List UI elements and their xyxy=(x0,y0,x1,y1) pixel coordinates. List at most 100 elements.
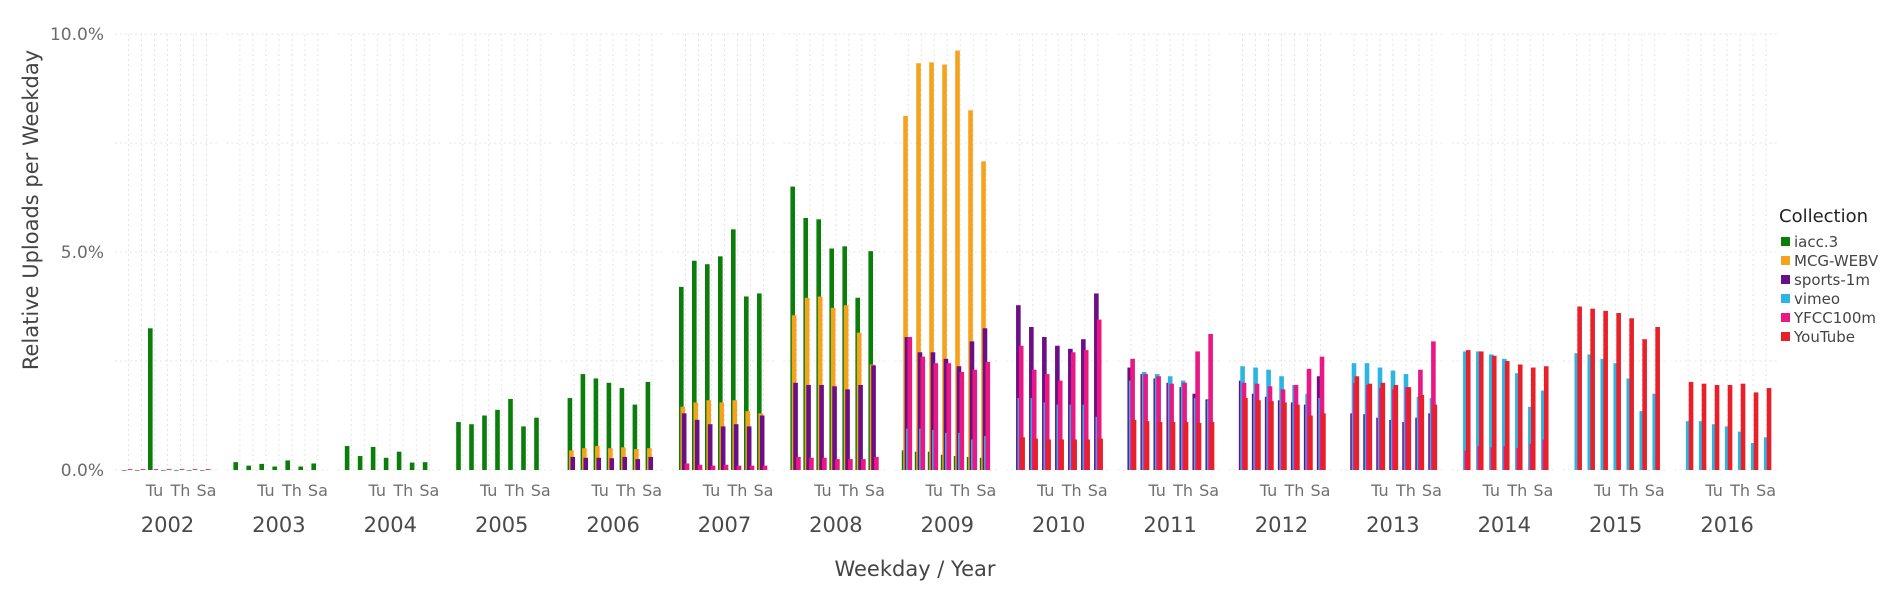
weekday-tick-label: Th xyxy=(170,481,191,500)
bar-iacc-3 xyxy=(495,409,500,470)
weekday-tick-label: Sa xyxy=(1422,481,1442,500)
bar-youtube xyxy=(1367,383,1373,470)
weekday-tick-label: Th xyxy=(1172,481,1193,500)
weekday-tick-label: Sa xyxy=(1645,481,1665,500)
bar-iacc-3 xyxy=(148,328,153,470)
legend-swatch xyxy=(1781,237,1790,246)
weekday-tick-label: Sa xyxy=(1311,481,1331,500)
bar-youtube xyxy=(1714,384,1720,470)
bar-youtube xyxy=(1059,439,1064,470)
bar-yfcc100m xyxy=(920,356,926,470)
weekday-tick-label: Tu xyxy=(1036,481,1054,500)
bar-iacc-3 xyxy=(757,293,762,470)
legend-label: vimeo xyxy=(1794,290,1840,308)
bar-iacc-3 xyxy=(161,470,166,471)
bar-youtube xyxy=(1577,306,1582,470)
bar-iacc-3 xyxy=(174,470,179,471)
bar-youtube xyxy=(1020,437,1025,470)
weekday-tick-label: Th xyxy=(727,481,748,500)
bar-yfcc100m xyxy=(946,363,952,470)
bar-sports-1m xyxy=(793,382,798,470)
bar-youtube xyxy=(1688,381,1694,470)
year-label: 2007 xyxy=(698,513,751,537)
weekday-tick-label: Sa xyxy=(754,481,774,500)
year-label: 2016 xyxy=(1700,513,1753,537)
weekday-tick-label: Sa xyxy=(976,481,996,500)
y-axis-title: Relative Uploads per Weekday xyxy=(19,50,43,370)
legend-swatch xyxy=(1781,294,1790,303)
bar-youtube xyxy=(1478,351,1484,470)
bar-mcg-webv xyxy=(916,63,921,470)
legend-swatch xyxy=(1781,332,1790,341)
bar-youtube xyxy=(1740,383,1746,470)
bar-sports-1m xyxy=(707,424,713,470)
bar-youtube xyxy=(1701,383,1707,470)
bar-vimeo xyxy=(1724,426,1730,470)
weekday-tick-label: Sa xyxy=(197,481,217,500)
bar-sports-1m xyxy=(759,415,765,470)
bar-iacc-3 xyxy=(619,388,625,470)
year-label: 2005 xyxy=(475,513,528,537)
bar-iacc-3 xyxy=(246,465,252,470)
bar-vimeo xyxy=(1463,351,1468,470)
bar-youtube xyxy=(1144,421,1150,470)
bar-iacc-3 xyxy=(200,470,205,471)
bar-sports-1m xyxy=(570,456,576,470)
bar-vimeo xyxy=(1528,406,1533,470)
bar-yfcc100m xyxy=(874,456,879,470)
bar-iacc-3 xyxy=(731,229,736,470)
weekday-tick-label: Tu xyxy=(368,481,386,500)
bar-yfcc100m xyxy=(166,469,172,470)
bar-iacc-3 xyxy=(868,251,874,470)
bar-mcg-webv xyxy=(942,64,947,471)
bar-sports-1m xyxy=(943,358,949,470)
bar-sports-1m xyxy=(746,426,752,470)
bar-iacc-3 xyxy=(508,398,513,470)
bar-youtube xyxy=(1256,400,1261,470)
weekday-tick-label: Tu xyxy=(1593,481,1611,500)
bar-yfcc100m xyxy=(736,465,742,470)
bar-iacc-3 xyxy=(679,286,684,470)
weekday-tick-label: Th xyxy=(838,481,859,500)
year-label: 2011 xyxy=(1143,513,1196,537)
bar-iacc-3 xyxy=(272,466,278,470)
legend-label: iacc.3 xyxy=(1794,233,1838,251)
weekday-tick-label: Sa xyxy=(865,481,885,500)
year-label: 2003 xyxy=(252,513,305,537)
bar-sports-1m xyxy=(1016,305,1021,470)
bar-yfcc100m xyxy=(907,337,913,470)
weekday-tick-label: Tu xyxy=(1370,481,1388,500)
bar-iacc-3 xyxy=(122,470,127,471)
bar-youtube xyxy=(1655,326,1660,470)
bar-youtube xyxy=(1603,310,1608,470)
bar-mcg-webv xyxy=(903,115,908,470)
bar-iacc-3 xyxy=(692,260,697,470)
bar-sports-1m xyxy=(1094,293,1099,470)
bar-yfcc100m xyxy=(723,464,729,470)
bar-sports-1m xyxy=(681,413,687,470)
bar-sports-1m xyxy=(720,426,726,470)
bar-youtube xyxy=(1393,384,1399,470)
bar-youtube xyxy=(1380,382,1386,470)
bar-iacc-3 xyxy=(645,381,651,470)
weekday-tick-label: Tu xyxy=(813,481,831,500)
bar-yfcc100m xyxy=(1096,319,1102,470)
weekday-tick-label: Tu xyxy=(590,481,608,500)
weekday-tick-label: Tu xyxy=(1704,481,1722,500)
bar-youtube xyxy=(1282,402,1287,470)
bar-iacc-3 xyxy=(298,466,304,470)
bar-mcg-webv xyxy=(981,161,986,470)
bar-youtube xyxy=(1517,364,1523,470)
bar-youtube xyxy=(1098,438,1103,470)
bar-iacc-3 xyxy=(521,426,526,470)
bar-yfcc100m xyxy=(959,371,965,470)
legend-label: YFCC100m xyxy=(1793,309,1876,327)
bar-iacc-3 xyxy=(396,451,402,470)
bar-youtube xyxy=(1727,384,1733,470)
bar-iacc-3 xyxy=(567,398,573,470)
bar-sports-1m xyxy=(845,389,850,470)
bar-iacc-3 xyxy=(259,463,265,470)
bar-iacc-3 xyxy=(233,462,239,470)
